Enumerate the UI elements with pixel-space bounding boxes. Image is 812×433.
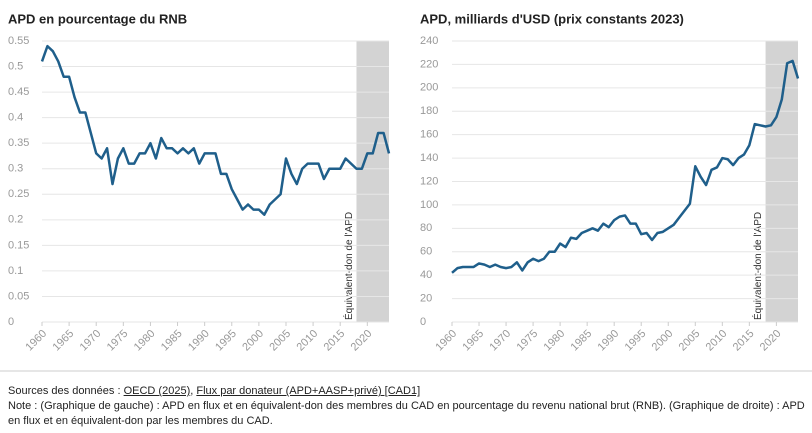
x-tick-label: 1995 [213, 328, 239, 354]
y-tick-label: 0.4 [8, 112, 23, 124]
y-tick-label: 0.45 [8, 86, 29, 98]
y-tick-label: 220 [420, 58, 438, 70]
y-tick-label: 100 [420, 199, 438, 211]
y-tick-label: 60 [420, 246, 432, 258]
y-tick-label: 180 [420, 105, 438, 117]
x-tick-label: 2015 [731, 328, 757, 354]
shaded-label: Équivalent-don de l'APD [342, 212, 355, 320]
shaded-label: Équivalent-don de l'APD [751, 212, 764, 320]
y-tick-label: 0.55 [8, 35, 29, 47]
y-tick-label: 0.05 [8, 290, 29, 302]
y-tick-label: 0.2 [8, 214, 23, 226]
y-tick-label: 0 [8, 316, 14, 328]
source-link[interactable]: OECD (2025) [123, 385, 191, 397]
x-tick-label: 1975 [105, 328, 131, 354]
x-tick-label: 2020 [758, 328, 784, 354]
sources-label: Sources des données : [8, 385, 121, 397]
y-tick-label: 0.25 [8, 188, 29, 200]
x-tick-label: 1970 [78, 328, 104, 354]
x-tick-label: 1995 [623, 328, 649, 354]
sources: Sources des données : OECD (2025), Flux … [8, 384, 806, 399]
y-tick-label: 0.15 [8, 239, 29, 251]
y-tick-label: 0.1 [8, 265, 23, 277]
x-tick-label: 1985 [569, 328, 595, 354]
x-tick-label: 2005 [677, 328, 703, 354]
y-tick-label: 240 [420, 35, 438, 47]
x-tick-label: 1975 [514, 328, 540, 354]
y-tick-label: 40 [420, 269, 432, 281]
charts: APD en pourcentage du RNB Équivalent-don … [0, 11, 812, 372]
source-link[interactable]: Flux par donateur (APD+AASP+privé) [CAD1… [196, 385, 421, 397]
data-line [451, 59, 800, 274]
x-tick-label: 1985 [159, 328, 185, 354]
x-tick-label: 2015 [322, 328, 348, 354]
y-tick-label: 0.5 [8, 60, 23, 72]
shaded-region [356, 41, 389, 322]
separator-text: , [190, 385, 194, 397]
x-tick-label: 1960 [433, 328, 459, 354]
x-tick-label: 2020 [349, 328, 375, 354]
y-tick-label: 0 [420, 316, 426, 328]
x-tick-label: 1980 [542, 328, 568, 354]
x-tick-label: 2010 [704, 328, 730, 354]
x-tick-label: 2010 [294, 328, 320, 354]
x-tick-label: 2000 [650, 328, 676, 354]
y-tick-label: 0.3 [8, 163, 23, 175]
x-tick-label: 2000 [240, 328, 266, 354]
x-tick-label: 1960 [23, 328, 49, 354]
y-tick-label: 80 [420, 222, 432, 234]
y-tick-label: 0.35 [8, 137, 29, 149]
y-tick-label: 20 [420, 292, 432, 304]
data-line [40, 44, 391, 216]
y-tick-label: 120 [420, 175, 438, 187]
y-tick-label: 160 [420, 129, 438, 141]
x-tick-label: 1990 [596, 328, 622, 354]
y-tick-label: 200 [420, 82, 438, 94]
chart-title: APD, milliards d'USD (prix constants 202… [420, 11, 684, 26]
x-tick-label: 1980 [132, 328, 158, 354]
x-tick-label: 1965 [460, 328, 486, 354]
x-tick-label: 1990 [186, 328, 212, 354]
x-tick-label: 1965 [50, 328, 76, 354]
x-tick-label: 1970 [487, 328, 513, 354]
y-tick-label: 140 [420, 152, 438, 164]
x-tick-label: 2005 [267, 328, 293, 354]
chart-title: APD en pourcentage du RNB [8, 11, 187, 26]
note: Note : (Graphique de gauche) : APD en fl… [8, 400, 805, 427]
